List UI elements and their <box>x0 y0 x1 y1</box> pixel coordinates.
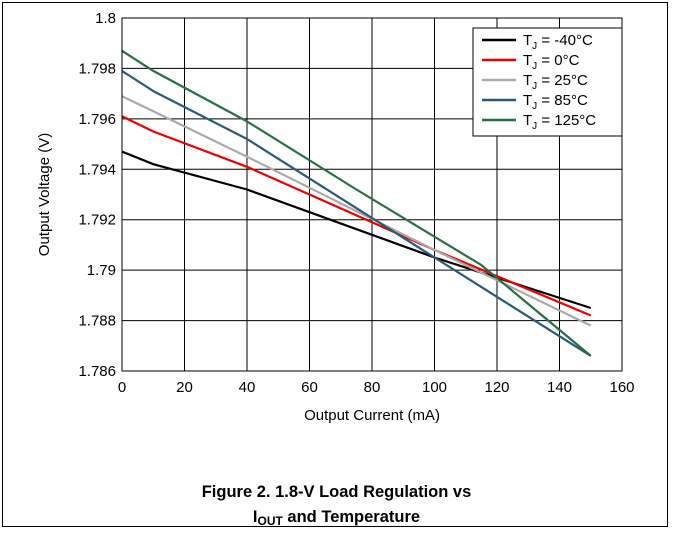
series-lines <box>121 49 592 357</box>
legend-entry-label: TJ = 0°C <box>523 52 580 72</box>
x-tick-label: 140 <box>547 379 572 396</box>
legend-entry-label: TJ = 25°C <box>523 72 588 92</box>
series-line <box>121 95 592 327</box>
x-tick-label: 20 <box>176 379 193 396</box>
legend: TJ = -40°CTJ = 0°CTJ = 25°CTJ = 85°CTJ =… <box>472 27 623 137</box>
plot-area-border <box>121 17 623 372</box>
y-tick-label: 1.798 <box>78 60 116 77</box>
x-tick-label: 80 <box>364 379 381 396</box>
series-line <box>121 69 592 357</box>
y-axis-label: Output Voltage (V) <box>36 133 53 256</box>
y-tick-label: 1.794 <box>78 161 116 178</box>
x-tick-label: 0 <box>118 379 126 396</box>
line-chart: 0 20 40 60 80 100 120 140 160 1.786 1.788 1.79 1.792… <box>36 10 635 424</box>
x-axis-label: Output Current (mA) <box>304 407 440 424</box>
series-line <box>121 150 592 310</box>
figure-caption: Figure 2. 1.8-V Load Regulation vs IOUT … <box>0 480 673 534</box>
y-tick-label: 1.8 <box>95 10 116 27</box>
tick-labels: 0 20 40 60 80 100 120 140 160 1.786 1.788 1.79 1.792… <box>78 10 634 396</box>
y-tick-label: 1.792 <box>78 212 116 229</box>
caption-line-1: Figure 2. 1.8-V Load Regulation vs <box>201 483 472 501</box>
y-tick-label: 1.796 <box>78 111 116 128</box>
y-tick-label: 1.79 <box>87 262 116 279</box>
y-tick-label: 1.786 <box>78 363 116 380</box>
figure-frame <box>2 2 668 527</box>
y-tick-label: 1.788 <box>78 313 116 330</box>
legend-box <box>472 27 623 137</box>
x-tick-label: 40 <box>239 379 256 396</box>
series-line <box>121 49 592 357</box>
series-line <box>121 115 592 317</box>
x-tick-label: 100 <box>422 379 447 396</box>
caption-subscript: OUT <box>257 514 283 528</box>
x-tick-label: 160 <box>609 379 634 396</box>
caption-symbol: I <box>252 508 258 526</box>
legend-entry-label: TJ = -40°C <box>523 32 593 52</box>
x-tick-label: 60 <box>301 379 318 396</box>
caption-rest: and Temperature <box>282 508 421 526</box>
legend-entry-label: TJ = 125°C <box>523 112 596 132</box>
legend-entry-label: TJ = 85°C <box>523 92 588 112</box>
x-tick-label: 120 <box>484 379 509 396</box>
caption-line-2: IOUT and Temperature <box>0 505 673 534</box>
